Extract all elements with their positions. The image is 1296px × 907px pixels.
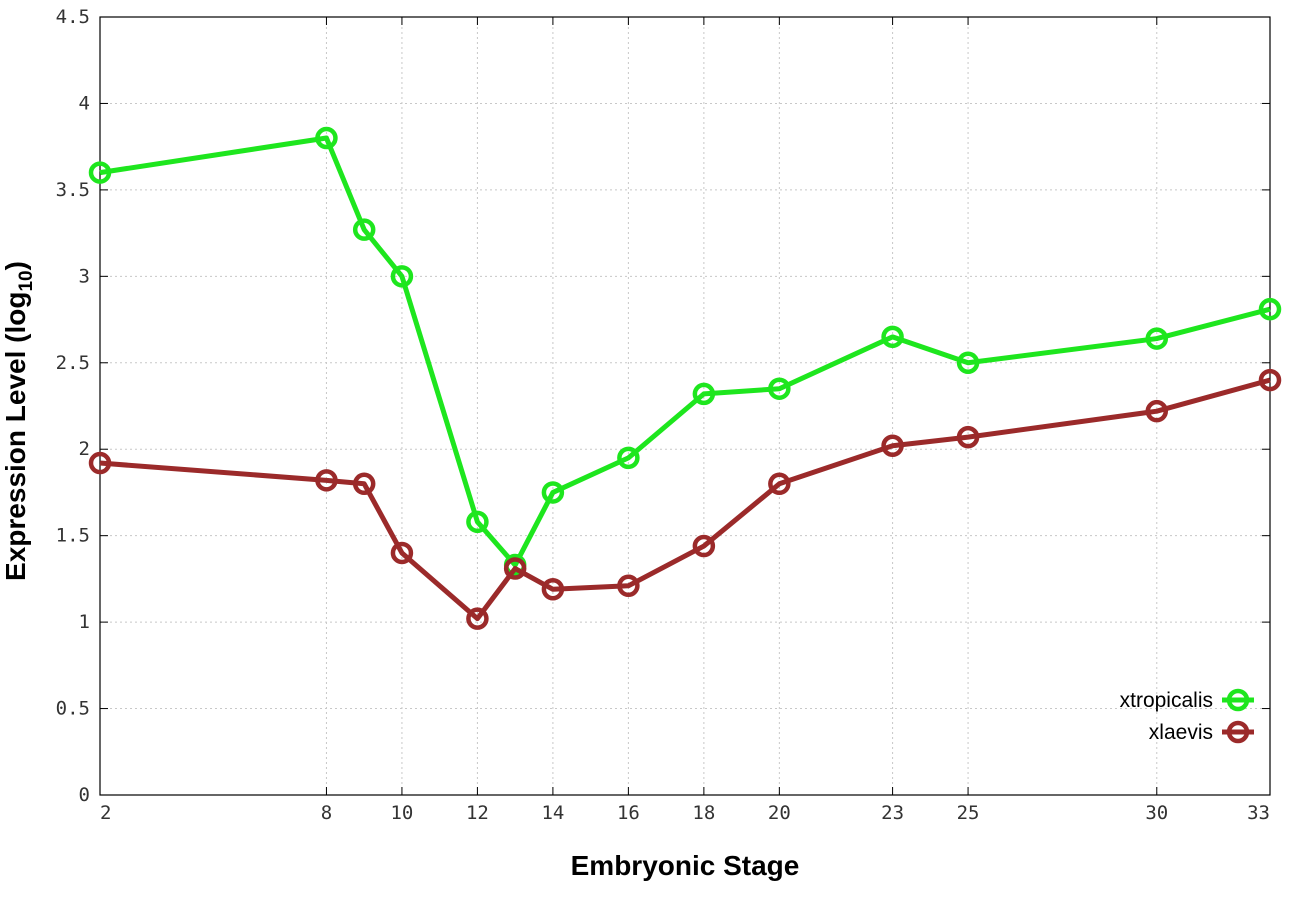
y-tick-label: 4.5 <box>56 6 90 28</box>
data-point-xtropicalis <box>1258 297 1282 321</box>
data-point-xlaevis <box>352 472 376 496</box>
data-point-xlaevis <box>541 578 565 601</box>
series-line-xtropicalis <box>99 135 1271 568</box>
data-point-xtropicalis <box>1145 327 1169 350</box>
legend-label-xtropicalis: xtropicalis <box>1120 689 1213 712</box>
y-axis-ticks: 0 0.5 1 1.5 2 2.5 3 3.5 4 4.5 <box>56 6 1270 806</box>
data-point-xtropicalis <box>881 325 904 349</box>
y-tick-label: 4 <box>79 92 90 114</box>
x-axis-title: Embryonic Stage <box>571 850 800 881</box>
y-tick-label: 2 <box>79 438 90 460</box>
x-tick-label: 2 <box>100 802 111 824</box>
series-line-xlaevis <box>99 377 1271 622</box>
data-point-xlaevis <box>692 534 716 558</box>
x-tick-label: 12 <box>466 802 489 824</box>
data-point-xlaevis <box>503 557 527 580</box>
data-point-xtropicalis <box>315 126 338 150</box>
y-tick-label: 0 <box>79 784 90 806</box>
x-tick-label: 23 <box>881 802 904 824</box>
y-tick-label: 3 <box>79 265 90 287</box>
data-point-xlaevis <box>1145 399 1169 423</box>
y-tick-label: 1.5 <box>56 525 90 547</box>
data-point-xlaevis <box>617 574 640 598</box>
data-point-xtropicalis <box>390 265 414 288</box>
y-axis-title-close: ) <box>0 261 31 270</box>
data-point-xlaevis <box>315 469 338 492</box>
data-point-xtropicalis <box>88 161 112 184</box>
y-tick-label: 2.5 <box>56 352 90 374</box>
y-tick-label: 1 <box>79 611 90 633</box>
data-point-xlaevis <box>881 434 904 458</box>
data-point-xlaevis <box>956 425 980 449</box>
legend-label-xlaevis: xlaevis <box>1149 721 1213 744</box>
data-point-xlaevis <box>768 472 791 496</box>
y-axis-title-main: Expression Level (log <box>0 292 31 581</box>
x-tick-label: 14 <box>541 802 564 824</box>
legend-swatch-marker <box>1226 720 1250 744</box>
data-point-xtropicalis <box>352 218 376 241</box>
x-tick-label: 30 <box>1145 802 1168 824</box>
y-axis-title: Expression Level (log10) <box>0 261 37 581</box>
data-point-xlaevis <box>88 451 112 475</box>
data-point-xtropicalis <box>541 481 565 504</box>
x-tick-label: 8 <box>321 802 332 824</box>
data-point-xlaevis <box>1258 368 1282 392</box>
legend: xtropicalis xlaevis <box>1120 688 1254 744</box>
data-point-xtropicalis <box>692 382 716 406</box>
data-point-xlaevis <box>390 541 414 565</box>
plot-frame <box>99 16 1271 796</box>
x-axis-ticks: 2 8 10 12 14 16 18 20 23 25 30 33 <box>99 17 1271 824</box>
x-tick-label: 10 <box>390 802 413 824</box>
x-tick-label: 25 <box>957 802 980 824</box>
grid-lines <box>100 17 1270 795</box>
y-tick-label: 0.5 <box>56 698 90 720</box>
x-tick-label: 33 <box>1247 802 1270 824</box>
data-point-xtropicalis <box>617 446 640 470</box>
data-point-xtropicalis <box>768 377 791 400</box>
x-tick-label: 18 <box>692 802 715 824</box>
data-point-xtropicalis <box>466 510 489 534</box>
data-point-xtropicalis <box>956 351 980 375</box>
x-tick-label: 20 <box>768 802 791 824</box>
x-tick-label: 16 <box>617 802 640 824</box>
legend-swatch-marker <box>1226 688 1250 712</box>
series-layer <box>88 126 1282 630</box>
y-axis-title-subscript: 10 <box>16 270 37 291</box>
y-tick-label: 3.5 <box>56 179 90 201</box>
data-point-xlaevis <box>466 607 489 630</box>
